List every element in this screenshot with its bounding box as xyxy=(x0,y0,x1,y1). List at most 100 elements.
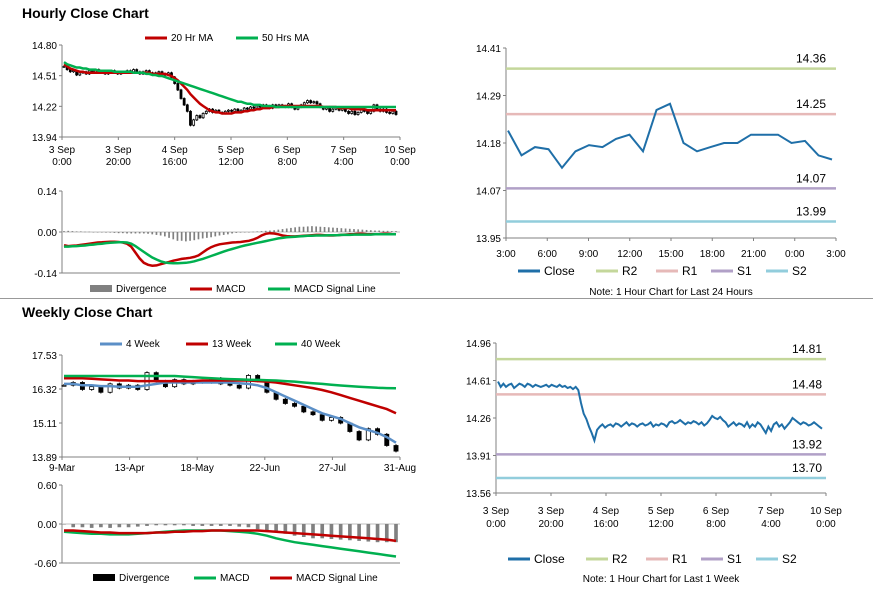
hourly-price-candle-body xyxy=(302,102,306,106)
weekly-macd-divergence-bar xyxy=(348,524,352,541)
weekly-price-ytick-label: 15.11 xyxy=(33,419,58,430)
hourly-price-legend-1-label: 50 Hrs MA xyxy=(262,33,310,44)
hourly-macd-divergence-bar xyxy=(105,232,107,233)
weekly-price-ytick-label: 13.89 xyxy=(32,453,57,464)
weekly-price-candle-body xyxy=(393,445,399,452)
hourly-price-candle-body xyxy=(369,110,373,114)
weekly-pivot-xtick-label: 5 Sep xyxy=(648,506,675,517)
weekly-pivot-legend-4-label: S2 xyxy=(782,552,797,566)
hourly-macd-divergence-bar xyxy=(248,232,250,233)
weekly-price-xtick-label: 18-May xyxy=(181,463,214,474)
hourly-macd-divergence-bar xyxy=(243,232,246,233)
hourly-price-candle-body xyxy=(255,105,259,109)
hourly-macd-divergence-bar xyxy=(67,230,70,232)
hourly-macd-divergence-bar xyxy=(264,230,267,232)
hourly-macd-divergence-bar xyxy=(348,228,351,232)
hourly-pivot-ytick-label: 14.29 xyxy=(476,92,501,103)
weekly-pivot-xtick-label: 0:00 xyxy=(816,519,836,530)
hourly-macd-divergence-bar xyxy=(147,232,149,234)
hourly-macd-divergence-bar xyxy=(395,231,397,232)
hourly-macd-divergence-bar xyxy=(390,231,393,232)
weekly-pivot-ytick-label: 14.61 xyxy=(466,377,491,388)
weekly-macd-divergence-bar xyxy=(154,524,159,526)
hourly-macd-divergence-bar xyxy=(185,232,187,242)
hourly-pivot-level-s1-label: 14.07 xyxy=(796,171,826,185)
weekly-macd-divergence-bar xyxy=(237,524,242,527)
weekly-macd-divergence-bar xyxy=(375,524,380,543)
hourly-macd-divergence-bar xyxy=(298,226,301,232)
hourly-macd-divergence-bar xyxy=(281,229,284,232)
weekly-macd-divergence-bar xyxy=(126,524,131,528)
hourly-price-ytick-label: 14.51 xyxy=(32,72,57,83)
weekly-macd-divergence-bar xyxy=(80,524,85,528)
weekly-macd-divergence-bar xyxy=(320,524,325,539)
hourly-macd-legend-2-label: MACD Signal Line xyxy=(294,284,376,295)
weekly-price-candle-body xyxy=(61,384,67,387)
weekly-price-candle-body xyxy=(107,383,113,393)
weekly-macd-legend-0-label: Divergence xyxy=(119,573,170,584)
weekly-price-candle-body xyxy=(236,384,242,389)
hourly-price-candle-body xyxy=(252,106,256,109)
hourly-macd-divergence-bar xyxy=(189,232,191,241)
hourly-price-xtick-label: 4 Sep xyxy=(162,145,189,156)
weekly-price-ma13-line xyxy=(64,377,397,415)
hourly-macd-divergence-bar xyxy=(353,229,355,232)
hourly-pivot-legend-2-label: R1 xyxy=(682,264,698,278)
weekly-pivot-legend-1-label: R2 xyxy=(612,552,628,566)
weekly-price-candle-body xyxy=(227,383,233,386)
weekly-price-xtick-label: 22-Jun xyxy=(250,463,281,474)
weekly-macd-divergence-bar xyxy=(163,524,168,526)
weekly-macd-ytick-label: -0.60 xyxy=(34,559,57,570)
weekly-macd-signal-line xyxy=(64,529,397,543)
hourly-price-candle-body xyxy=(204,110,208,114)
hourly-macd-divergence-bar xyxy=(117,232,120,234)
weekly-macd-ytick-label: 0.60 xyxy=(38,481,58,492)
hourly-macd-divergence-bar xyxy=(88,231,91,233)
hourly-macd-divergence-bar xyxy=(340,228,343,232)
hourly-pivot-xtick-label: 3:00 xyxy=(496,249,516,260)
hourly-price-candle-body xyxy=(192,119,196,126)
weekly-macd-divergence-bar xyxy=(274,524,278,532)
hourly-price-candle-body xyxy=(78,72,82,76)
hourly-macd-divergence-bar xyxy=(256,231,259,232)
hourly-pivot-legend-0-label: Close xyxy=(544,264,575,278)
hourly-pivot-level-s2-label: 13.99 xyxy=(796,204,826,218)
hourly-macd-ytick-label: 0.14 xyxy=(38,187,58,198)
hourly-macd-divergence-bar xyxy=(365,229,368,232)
weekly-price-candle-body xyxy=(89,386,95,390)
weekly-price-candle-body xyxy=(328,417,334,421)
hourly-price-candle-body xyxy=(331,108,335,112)
hourly-price-candle-body xyxy=(312,101,316,104)
hourly-macd-divergence-bar xyxy=(269,230,271,232)
hourly-macd-divergence-bar xyxy=(168,232,170,238)
hourly-macd-divergence-bar xyxy=(378,230,381,232)
weekly-price-legend-2-label: 40 Week xyxy=(301,339,341,350)
hourly-price-candle-body xyxy=(391,110,395,114)
hourly-price-candle-body xyxy=(233,108,237,112)
weekly-pivot-xtick-label: 3 Sep xyxy=(538,506,565,517)
hourly-macd-divergence-bar xyxy=(138,232,141,234)
hourly-macd-divergence-bar xyxy=(193,232,196,241)
hourly-pivot-legend-3-label: S1 xyxy=(737,264,752,278)
hourly-macd-divergence-bar xyxy=(227,232,229,235)
hourly-price-legend-0-label: 20 Hr MA xyxy=(171,33,214,44)
hourly-price-xtick-label: 3 Sep xyxy=(49,145,76,156)
weekly-macd-divergence-bar xyxy=(265,524,269,531)
hourly-price-candle-body xyxy=(135,69,139,73)
weekly-macd-divergence-bar xyxy=(200,524,205,526)
hourly-macd-divergence-bar xyxy=(155,232,158,235)
hourly-macd-divergence-bar xyxy=(79,231,82,232)
weekly-macd-divergence-bar xyxy=(384,524,389,543)
hourly-pivot-xtick-label: 21:00 xyxy=(741,249,766,260)
hourly-macd-divergence-bar xyxy=(126,232,128,234)
weekly-pivot-level-r2-label: 14.81 xyxy=(792,342,822,356)
weekly-macd-divergence-bar xyxy=(145,524,149,526)
hourly-price-candle-body xyxy=(249,106,252,110)
weekly-pivot-ytick-label: 13.56 xyxy=(466,489,491,500)
hourly-macd-divergence-bar xyxy=(201,232,204,239)
section-divider xyxy=(0,298,873,299)
hourly-macd-divergence-bar xyxy=(386,230,389,232)
hourly-price-candle-body xyxy=(62,65,66,68)
weekly-macd-divergence-bar xyxy=(191,524,195,526)
weekly-macd-divergence-bar xyxy=(218,524,223,526)
